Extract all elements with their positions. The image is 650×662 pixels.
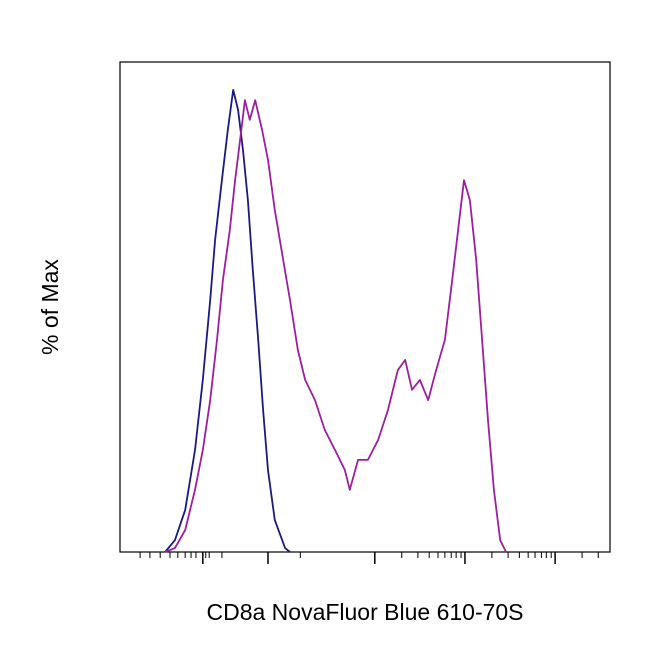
x-axis-label: CD8a NovaFluor Blue 610-70S [206, 599, 523, 625]
histogram-line [164, 89, 291, 553]
histogram-line [164, 99, 507, 553]
plot-frame [119, 61, 611, 553]
y-axis-label: % of Max [37, 259, 63, 355]
